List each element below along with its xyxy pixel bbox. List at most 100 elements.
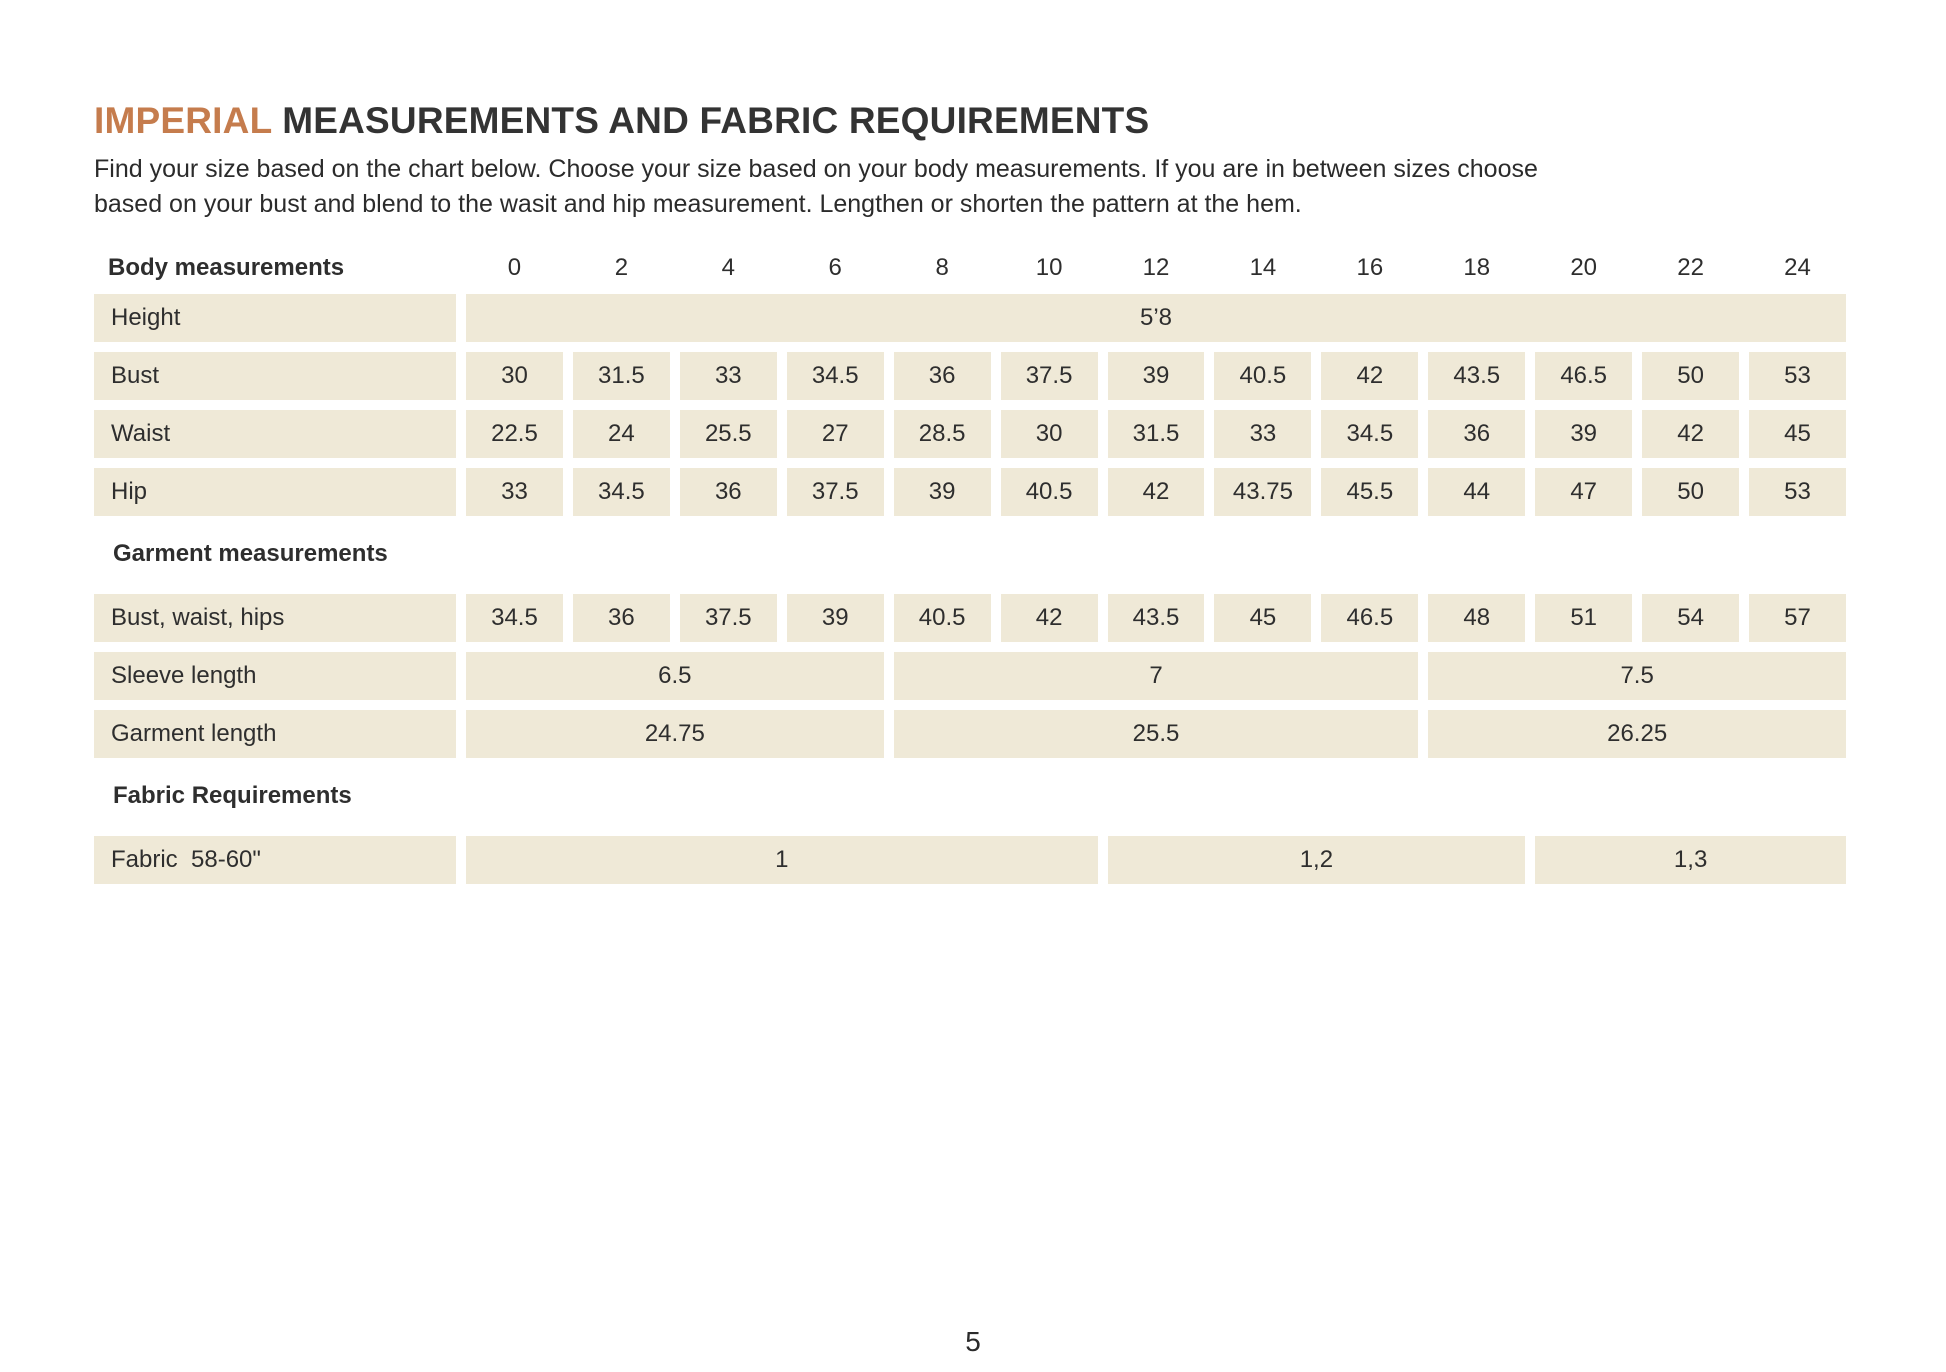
size-chart-table: Body measurements 0 2 4 6 8 10 12 14 16 18 20 22 24 He…: [94, 248, 1846, 884]
value-cell: 36: [893, 352, 991, 400]
value-cell: 47: [1535, 468, 1633, 516]
table-row: Bust 30 31.5 33 34.5 36 37.5 39 40.5 42 43.5 46.5 50…: [94, 352, 1846, 400]
table-row: Sleeve length 6.5 7 7.5: [94, 652, 1846, 700]
table-row: Garment length 24.75 25.5 26.25: [94, 710, 1846, 758]
size-column-header: 24: [1784, 254, 1811, 281]
row-grid: 34.5 36 37.5 39 40.5 42 43.5 45 46.5 48 51 54 57: [466, 594, 1846, 642]
value-cell: 46.5: [1535, 352, 1633, 400]
value-cell: 34.5: [572, 468, 670, 516]
page-title: IMPERIAL MEASUREMENTS AND FABRIC REQUIRE…: [94, 100, 1846, 142]
value-cell: 37.5: [786, 468, 884, 516]
value-cell: 37.5: [679, 594, 777, 642]
row-grid: 1 1,2 1,3: [466, 836, 1846, 884]
page-title-highlight: IMPERIAL: [94, 100, 272, 141]
value-cell: 40.5: [893, 594, 991, 642]
value-cell: 40.5: [1000, 468, 1098, 516]
row-grid: 33 34.5 36 37.5 39 40.5 42 43.75 45.5 44 47 50 53: [466, 468, 1846, 516]
value-cell: 27: [786, 410, 884, 458]
table-row: Hip 33 34.5 36 37.5 39 40.5 42 43.75 45.5 44 47 50 53: [94, 468, 1846, 516]
value-cell: 37.5: [1000, 352, 1098, 400]
row-label: Waist: [94, 410, 456, 458]
value-cell: 42: [1321, 352, 1419, 400]
value-cell: 26.25: [1428, 710, 1846, 758]
row-label: Fabric 58-60": [94, 836, 456, 884]
row-grid: 22.5 24 25.5 27 28.5 30 31.5 33 34.5 36 39 42 45: [466, 410, 1846, 458]
row-label: Garment length: [94, 710, 456, 758]
size-column-header: 22: [1677, 254, 1704, 281]
value-cell: 6.5: [466, 652, 884, 700]
value-cell: 44: [1428, 468, 1526, 516]
size-column-header: 6: [828, 254, 842, 281]
size-column-header: 14: [1249, 254, 1277, 281]
size-column-header: 8: [935, 254, 949, 281]
value-cell: 1,2: [1107, 836, 1526, 884]
size-column-header: 18: [1463, 254, 1491, 281]
value-cell: 40.5: [1214, 352, 1312, 400]
value-cell: 53: [1749, 352, 1846, 400]
value-cell: 25.5: [893, 710, 1419, 758]
value-cell: 36: [679, 468, 777, 516]
value-cell: 34.5: [1321, 410, 1419, 458]
row-grid: 24.75 25.5 26.25: [466, 710, 1846, 758]
value-cell: 33: [679, 352, 777, 400]
value-cell: 42: [1107, 468, 1205, 516]
value-cell: 33: [466, 468, 563, 516]
value-cell: 36: [572, 594, 670, 642]
size-column-header: 16: [1356, 254, 1384, 281]
value-cell: 39: [1107, 352, 1205, 400]
page-title-rest: MEASUREMENTS AND FABRIC REQUIREMENTS: [271, 100, 1150, 141]
table-row: Waist 22.5 24 25.5 27 28.5 30 31.5 33 34.5 36 39 42 4…: [94, 410, 1846, 458]
value-cell: 54: [1642, 594, 1740, 642]
value-cell: 34.5: [466, 594, 563, 642]
size-header-grid: 0 2 4 6 8 10 12 14 16 18 20 22 24: [466, 248, 1846, 288]
subtitle-line-2: based on your bust and blend to the wasi…: [94, 190, 1302, 218]
value-cell: 45: [1214, 594, 1312, 642]
size-header-label: Body measurements: [108, 254, 345, 281]
value-cell: 39: [1535, 410, 1633, 458]
page-number: 5: [965, 1326, 981, 1357]
document-page: IMPERIAL MEASUREMENTS AND FABRIC REQUIRE…: [94, 100, 1846, 884]
value-cell: 28.5: [893, 410, 991, 458]
row-label: Sleeve length: [94, 652, 456, 700]
row-label: Hip: [94, 468, 456, 516]
value-cell: 1,3: [1535, 836, 1846, 884]
value-cell: 5’8: [466, 294, 1846, 342]
row-grid: 6.5 7 7.5: [466, 652, 1846, 700]
value-cell: 50: [1642, 352, 1740, 400]
value-cell: 7: [893, 652, 1419, 700]
page-subtitle: Find your size based on the chart below.…: [94, 152, 1846, 222]
value-cell: 39: [893, 468, 991, 516]
value-cell: 30: [466, 352, 563, 400]
section-title-garment-measurements: Garment measurements: [113, 540, 388, 567]
size-column-header: 12: [1142, 254, 1170, 281]
value-cell: 45: [1749, 410, 1846, 458]
value-cell: 33: [1214, 410, 1312, 458]
size-column-header: 20: [1570, 254, 1598, 281]
row-grid: 5’8: [466, 294, 1846, 342]
value-cell: 30: [1000, 410, 1098, 458]
value-cell: 46.5: [1321, 594, 1419, 642]
value-cell: 45.5: [1321, 468, 1419, 516]
value-cell: 53: [1749, 468, 1846, 516]
value-cell: 25.5: [679, 410, 777, 458]
value-cell: 42: [1000, 594, 1098, 642]
value-cell: 57: [1749, 594, 1846, 642]
size-header-row: Body measurements 0 2 4 6 8 10 12 14 16 18 20 22 24: [94, 248, 1846, 288]
row-label: Bust: [94, 352, 456, 400]
value-cell: 22.5: [466, 410, 563, 458]
value-cell: 34.5: [786, 352, 884, 400]
size-column-header: 0: [507, 254, 522, 281]
value-cell: 7.5: [1428, 652, 1846, 700]
row-label: Bust, waist, hips: [94, 594, 456, 642]
value-cell: 36: [1428, 410, 1526, 458]
value-cell: 24: [572, 410, 670, 458]
value-cell: 31.5: [572, 352, 670, 400]
table-row: Fabric 58-60" 1 1,2 1,3: [94, 836, 1846, 884]
row-grid: 30 31.5 33 34.5 36 37.5 39 40.5 42 43.5 46.5 50 53: [466, 352, 1846, 400]
section-title-fabric-requirements: Fabric Requirements: [113, 782, 352, 809]
row-label: Height: [94, 294, 456, 342]
size-column-header: 2: [614, 254, 629, 281]
value-cell: 31.5: [1107, 410, 1205, 458]
table-row: Bust, waist, hips 34.5 36 37.5 39 40.5 42 43.5 4…: [94, 594, 1846, 642]
value-cell: 43.5: [1107, 594, 1205, 642]
